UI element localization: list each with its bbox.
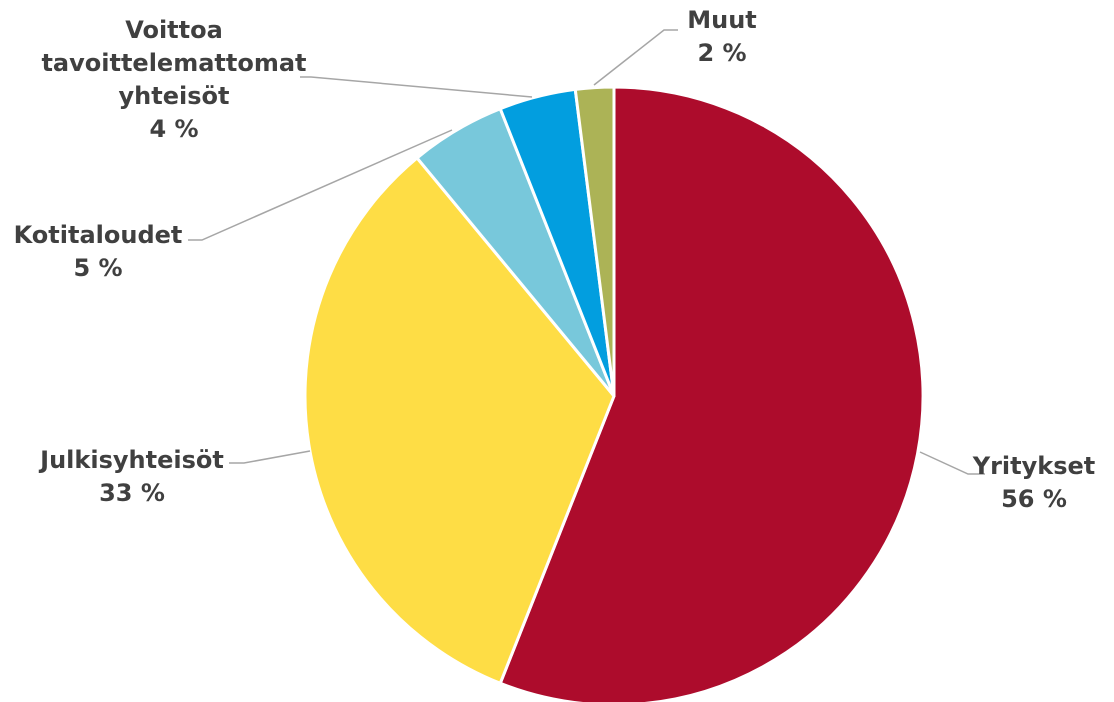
data-label-value: 5 %	[73, 254, 122, 282]
data-label-category: Julkisyhteisöt	[38, 446, 224, 474]
data-label-category: Kotitaloudet	[14, 221, 183, 249]
data-label-category: Muut	[687, 6, 757, 34]
data-label-julkisyhteisot: Julkisyhteisöt 33 %	[38, 446, 224, 507]
data-label-value: 56 %	[1001, 485, 1067, 513]
leader-line-muut	[593, 29, 678, 86]
data-labels: Yritykset 56 % Julkisyhteisöt 33 % Kotitalou…	[14, 6, 1096, 513]
data-label-yritykset: Yritykset 56 %	[972, 452, 1096, 513]
data-label-value: 2 %	[697, 39, 746, 67]
data-label-value: 33 %	[99, 479, 165, 507]
leader-line-voittoa-tavoittelemattomat-yhteisot	[300, 76, 533, 98]
data-label-muut: Muut 2 %	[687, 6, 757, 67]
data-label-category: Voittoa	[125, 16, 223, 44]
data-label-category: Yritykset	[972, 452, 1096, 480]
data-label-category: yhteisöt	[119, 82, 230, 110]
pie-slice-muut	[573, 85, 616, 398]
data-label-voittoa-tavoittelemattomat-yhteisot: Voittoa tavoittelemattomat yhteisöt 4 %	[41, 16, 306, 143]
leader-line-julkisyhteisot	[229, 450, 311, 464]
data-label-category: tavoittelemattomat	[41, 49, 306, 77]
pie-slice-julkisyhteisot	[303, 156, 616, 685]
data-label-value: 4 %	[149, 115, 198, 143]
leader-line-yritykset	[919, 451, 985, 475]
data-label-kotitaloudet: Kotitaloudet 5 %	[14, 221, 183, 282]
leader-lines	[188, 29, 985, 475]
leader-line-kotitaloudet	[188, 129, 453, 241]
pie-slices	[303, 85, 925, 702]
